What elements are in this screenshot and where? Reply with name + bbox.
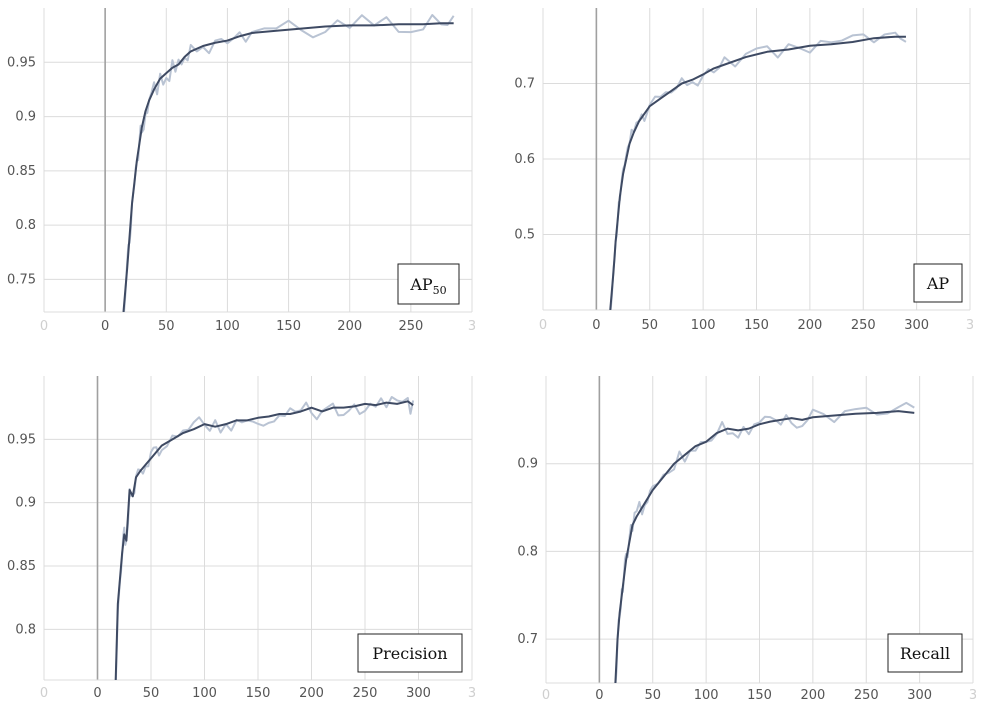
x-tick-label: 250	[851, 318, 876, 333]
x-tick-label: 200	[299, 686, 324, 701]
y-tick-label: 0.7	[514, 77, 535, 92]
x-tick-label: 200	[800, 688, 825, 703]
x-tick-label: 100	[691, 318, 716, 333]
legend-frame	[397, 263, 460, 305]
x-tick-label: 250	[353, 686, 378, 701]
legend-label-main: AP	[926, 274, 950, 293]
x-tick-label: 300	[907, 688, 932, 703]
x-tick-label: 50	[644, 688, 661, 703]
y-tick-label: 0.7	[517, 632, 538, 647]
y-tick-label: 0.75	[7, 272, 36, 287]
legend-box: AP50	[397, 263, 460, 305]
y-tick-label: 0.9	[517, 457, 538, 472]
legend-label: Recall	[900, 644, 950, 663]
x-tick-label: 0	[101, 319, 109, 334]
legend-label-main: AP	[409, 275, 433, 294]
legend-label-main: Recall	[900, 644, 950, 663]
chart-panel-3: 0.8 0.85 0.9 0.95 0 50 100 150 200 250 300 0 3 Precis…	[7, 376, 476, 701]
x-tick-label: 150	[747, 688, 772, 703]
legend-frame	[913, 263, 963, 303]
x-tick-label: 200	[797, 318, 822, 333]
x-tick-label: 300	[904, 318, 929, 333]
x-edge-tick-label: 0	[40, 319, 48, 334]
y-tick-label: 0.9	[15, 496, 36, 511]
y-tick-label: 0.8	[517, 544, 538, 559]
x-edge-tick-label: 3	[969, 688, 977, 703]
raw-series-line	[609, 31, 907, 310]
x-edge-tick-label: 0	[542, 688, 550, 703]
y-tick-label: 0.95	[7, 432, 36, 447]
y-tick-label: 0.8	[15, 218, 36, 233]
legend-box: Precision	[357, 633, 463, 673]
legend-label: Precision	[372, 644, 447, 663]
x-tick-label: 150	[744, 318, 769, 333]
y-tick-label: 0.5	[514, 228, 535, 243]
y-tick-label: 0.9	[15, 110, 36, 125]
y-tick-label: 0.6	[514, 152, 535, 167]
x-tick-label: 0	[93, 686, 101, 701]
raw-series-line	[614, 401, 915, 683]
x-tick-label: 100	[694, 688, 719, 703]
legend-label: AP50	[409, 275, 446, 297]
y-tick-label: 0.95	[7, 55, 36, 70]
x-edge-tick-label: 3	[966, 318, 974, 333]
x-edge-tick-label: 0	[40, 686, 48, 701]
x-tick-label: 200	[337, 319, 362, 334]
x-tick-label: 250	[854, 688, 879, 703]
y-tick-label: 0.8	[15, 622, 36, 637]
x-tick-label: 50	[641, 318, 658, 333]
chart-panel-4: 0.7 0.8 0.9 0 50 100 150 200 250 300 0 3 Recall	[517, 376, 977, 703]
smoothed-series-line	[609, 35, 906, 310]
x-edge-tick-label: 3	[468, 686, 476, 701]
smoothed-series-line	[114, 400, 414, 680]
x-tick-label: 50	[158, 319, 175, 334]
chart-panel-2: 0.5 0.6 0.7 0 50 100 150 200 250 300 0 3 AP	[514, 8, 974, 333]
legend-label: AP	[926, 274, 950, 293]
legend-box: AP	[913, 263, 963, 303]
smoothed-series-line	[614, 410, 915, 683]
x-edge-tick-label: 0	[539, 318, 547, 333]
legend-frame	[887, 633, 963, 673]
legend-label-main: Precision	[372, 644, 447, 663]
x-tick-label: 50	[143, 686, 160, 701]
y-tick-label: 0.85	[7, 559, 36, 574]
legend-box: Recall	[887, 633, 963, 673]
x-tick-label: 0	[595, 688, 603, 703]
y-tick-label: 0.85	[7, 164, 36, 179]
x-tick-label: 300	[406, 686, 431, 701]
x-tick-label: 100	[215, 319, 240, 334]
smoothed-series-line	[122, 22, 454, 312]
x-tick-label: 100	[192, 686, 217, 701]
legend-label-subscript: 50	[433, 284, 447, 297]
x-tick-label: 150	[246, 686, 271, 701]
x-edge-tick-label: 3	[468, 319, 476, 334]
x-tick-label: 250	[398, 319, 423, 334]
x-tick-label: 150	[276, 319, 301, 334]
legend-frame	[357, 633, 463, 673]
x-tick-label: 0	[592, 318, 600, 333]
